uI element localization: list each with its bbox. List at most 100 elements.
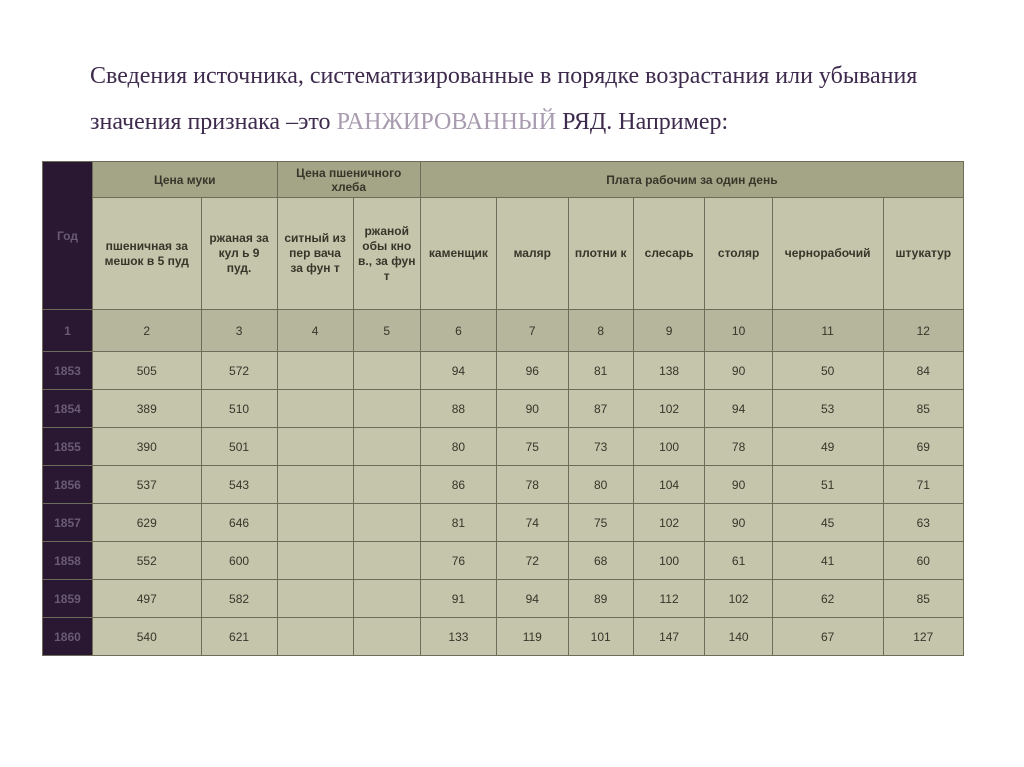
title-part2: РЯД. Например [556, 109, 721, 135]
data-cell: 89 [568, 580, 633, 618]
year-cell: 1858 [43, 542, 93, 580]
sub-c2: ржаная за кул ь 9 пуд. [201, 198, 277, 310]
data-cell: 119 [496, 618, 568, 656]
year-cell: 1860 [43, 618, 93, 656]
data-cell: 78 [705, 428, 772, 466]
data-cell: 543 [201, 466, 277, 504]
data-cell: 84 [883, 352, 963, 390]
data-cell: 101 [568, 618, 633, 656]
data-cell: 50 [772, 352, 883, 390]
year-cell: 1853 [43, 352, 93, 390]
data-cell: 71 [883, 466, 963, 504]
data-cell: 389 [92, 390, 201, 428]
data-cell: 94 [705, 390, 772, 428]
data-cell: 572 [201, 352, 277, 390]
page-title: Сведения источника, систематизированные … [90, 54, 964, 145]
title-highlight: РАНЖИРОВАННЫЙ [337, 109, 557, 135]
data-cell: 90 [705, 504, 772, 542]
data-cell [353, 504, 420, 542]
data-cell: 60 [883, 542, 963, 580]
data-cell: 390 [92, 428, 201, 466]
data-cell: 90 [705, 352, 772, 390]
data-cell: 80 [568, 466, 633, 504]
data-cell: 510 [201, 390, 277, 428]
data-cell: 75 [568, 504, 633, 542]
data-cell: 127 [883, 618, 963, 656]
year-cell: 1854 [43, 390, 93, 428]
data-cell [277, 504, 353, 542]
sub-c5: каменщик [420, 198, 496, 310]
data-cell: 552 [92, 542, 201, 580]
data-cell: 102 [705, 580, 772, 618]
sub-c7: плотни к [568, 198, 633, 310]
data-cell: 133 [420, 618, 496, 656]
data-cell: 80 [420, 428, 496, 466]
index-cell: 6 [420, 310, 496, 352]
data-cell: 629 [92, 504, 201, 542]
data-cell: 75 [496, 428, 568, 466]
data-cell [353, 542, 420, 580]
index-cell: 9 [633, 310, 705, 352]
data-cell: 63 [883, 504, 963, 542]
data-cell: 67 [772, 618, 883, 656]
index-cell: 4 [277, 310, 353, 352]
data-cell: 76 [420, 542, 496, 580]
index-cell: 7 [496, 310, 568, 352]
year-cell: 1859 [43, 580, 93, 618]
data-cell [277, 580, 353, 618]
group-bread: Цена пшеничного хлеба [277, 162, 420, 198]
index-cell: 11 [772, 310, 883, 352]
data-cell: 73 [568, 428, 633, 466]
data-cell [353, 352, 420, 390]
data-cell: 100 [633, 428, 705, 466]
data-cell: 86 [420, 466, 496, 504]
sub-c8: слесарь [633, 198, 705, 310]
index-cell: 2 [92, 310, 201, 352]
data-cell: 49 [772, 428, 883, 466]
sub-c10: чернорабочий [772, 198, 883, 310]
data-cell: 505 [92, 352, 201, 390]
data-cell: 72 [496, 542, 568, 580]
table-row: 1856537543867880104905171 [43, 466, 964, 504]
data-cell: 69 [883, 428, 963, 466]
data-cell: 621 [201, 618, 277, 656]
data-cell [277, 466, 353, 504]
data-cell: 87 [568, 390, 633, 428]
index-cell: 5 [353, 310, 420, 352]
year-cell: 1857 [43, 504, 93, 542]
data-cell: 540 [92, 618, 201, 656]
data-cell [353, 580, 420, 618]
data-cell [277, 390, 353, 428]
year-cell: 1856 [43, 466, 93, 504]
data-cell: 582 [201, 580, 277, 618]
title-colon: : [722, 109, 729, 135]
table-row: 1857629646817475102904563 [43, 504, 964, 542]
table-row: 1854389510889087102945385 [43, 390, 964, 428]
data-cell [353, 618, 420, 656]
index-cell: 10 [705, 310, 772, 352]
data-cell: 53 [772, 390, 883, 428]
group-flour: Цена муки [92, 162, 277, 198]
sub-c11: штукатур [883, 198, 963, 310]
data-cell [277, 352, 353, 390]
data-cell: 51 [772, 466, 883, 504]
table-row: 1858552600767268100614160 [43, 542, 964, 580]
data-cell [353, 428, 420, 466]
group-pay: Плата рабочим за один день [420, 162, 963, 198]
year-cell: 1855 [43, 428, 93, 466]
data-cell: 140 [705, 618, 772, 656]
data-cell: 147 [633, 618, 705, 656]
data-cell: 497 [92, 580, 201, 618]
data-cell: 90 [496, 390, 568, 428]
data-cell [277, 542, 353, 580]
index-cell: 8 [568, 310, 633, 352]
data-cell: 88 [420, 390, 496, 428]
data-cell: 102 [633, 390, 705, 428]
data-cell: 74 [496, 504, 568, 542]
data-cell: 45 [772, 504, 883, 542]
data-cell: 104 [633, 466, 705, 504]
table-row: 1855390501807573100784969 [43, 428, 964, 466]
data-cell [353, 466, 420, 504]
data-cell [277, 428, 353, 466]
data-cell: 102 [633, 504, 705, 542]
